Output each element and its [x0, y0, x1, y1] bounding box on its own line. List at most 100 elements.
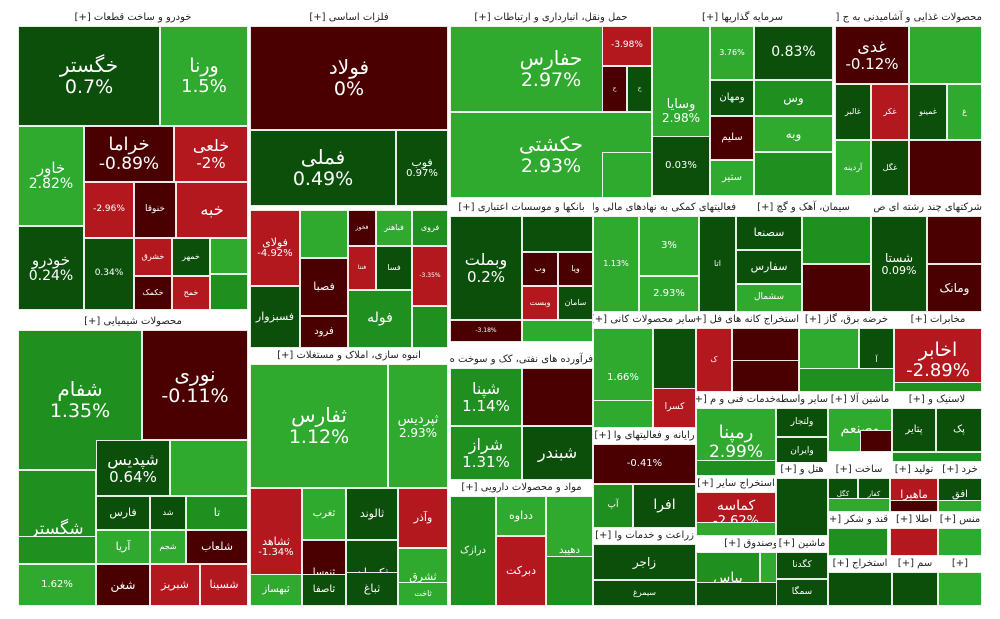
stock-tile[interactable]: فنتا	[348, 246, 376, 290]
stock-tile[interactable]: خکمک	[134, 276, 172, 310]
stock-tile[interactable]: خلعی -2%	[174, 126, 248, 182]
sector-header[interactable]: سرمایه گذاریها [+]	[652, 10, 833, 27]
stock-tile[interactable]: آردینه	[835, 140, 871, 196]
stock-tile[interactable]	[18, 536, 96, 564]
stock-tile[interactable]	[890, 528, 938, 556]
sector-header[interactable]: رایانه و فعالیتهای وا [+]	[593, 428, 696, 445]
stock-tile[interactable]: خودرو 0.24%	[18, 226, 84, 310]
stock-tile[interactable]	[546, 556, 593, 606]
stock-tile[interactable]: فصبا	[300, 258, 348, 316]
stock-tile[interactable]	[890, 500, 938, 512]
stock-tile[interactable]: خشرق	[134, 238, 172, 276]
stock-tile[interactable]: شجم	[150, 530, 186, 564]
stock-tile[interactable]: -3.18%	[450, 320, 522, 342]
sector-header[interactable]: بانکها و موسسات اعتباری [+]	[450, 200, 593, 217]
stock-tile[interactable]: غالبر	[835, 84, 871, 140]
stock-tile[interactable]	[602, 152, 652, 198]
stock-tile[interactable]: وبست	[522, 286, 558, 320]
stock-tile[interactable]: سمگا	[776, 579, 828, 606]
stock-tile[interactable]: 3%	[639, 216, 699, 276]
stock-tile[interactable]: فرود	[300, 316, 348, 348]
sector-header[interactable]: [+]	[938, 556, 982, 573]
stock-tile[interactable]	[909, 26, 982, 84]
stock-tile[interactable]: ثبهساز	[250, 574, 302, 606]
stock-tile[interactable]: شبریز	[150, 564, 200, 606]
stock-tile[interactable]: 2.93%	[639, 276, 699, 312]
sector-header[interactable]: استخراج [+]	[828, 556, 892, 573]
stock-tile[interactable]: ستیر	[710, 160, 754, 196]
stock-tile[interactable]	[210, 274, 248, 310]
stock-tile[interactable]: غدی -0.12%	[835, 26, 909, 84]
stock-tile[interactable]: غ	[947, 84, 982, 140]
stock-tile[interactable]: فسبزوار	[250, 286, 300, 348]
stock-tile[interactable]: شستا 0.09%	[871, 216, 927, 312]
stock-tile[interactable]: -3.98%	[602, 26, 652, 66]
sector-header[interactable]: سایر واسطه [+]	[776, 392, 828, 409]
stock-tile[interactable]: فملی 0.49%	[250, 130, 396, 206]
stock-tile[interactable]	[522, 320, 593, 342]
stock-tile[interactable]	[892, 452, 982, 462]
sector-header[interactable]: استخراج کانه های فل [+]	[696, 312, 799, 329]
stock-tile[interactable]: پک	[936, 408, 982, 452]
stock-tile[interactable]: شپنا 1.14%	[450, 368, 522, 426]
stock-tile[interactable]: سصنعا	[736, 216, 802, 250]
stock-tile[interactable]: -0.41%	[593, 444, 696, 484]
stock-tile[interactable]: ثباغ	[346, 572, 398, 606]
sector-header[interactable]: محصولات غذایی و آشامیدنی به ج [+]	[835, 10, 982, 27]
stock-tile[interactable]	[522, 216, 593, 252]
stock-tile[interactable]: فولاد 0%	[250, 26, 448, 130]
stock-tile[interactable]: شد	[150, 496, 186, 530]
stock-tile[interactable]: فولای -4.92%	[250, 210, 300, 286]
stock-tile[interactable]: فوله	[348, 290, 412, 348]
stock-tile[interactable]: شفام 1.35%	[18, 330, 142, 470]
stock-tile[interactable]: ح	[627, 66, 652, 112]
stock-tile[interactable]: شلعاب	[186, 530, 248, 564]
sector-header[interactable]: سم [+]	[892, 556, 938, 573]
stock-tile[interactable]: غکر	[871, 84, 909, 140]
stock-tile[interactable]: خاور 2.82%	[18, 126, 84, 226]
sector-header[interactable]: انبوه سازی، املاک و مستغلات [+]	[250, 348, 448, 365]
stock-tile[interactable]: دداوه	[496, 496, 546, 536]
stock-tile[interactable]: خنوقا	[134, 182, 176, 238]
stock-tile[interactable]: افرا	[633, 484, 696, 528]
sector-header[interactable]: خودرو و ساخت قطعات [+]	[18, 10, 248, 27]
stock-tile[interactable]: سشمال	[736, 284, 802, 312]
stock-tile[interactable]	[522, 368, 593, 426]
stock-tile[interactable]: غگل	[871, 140, 909, 196]
stock-tile[interactable]	[894, 382, 982, 392]
stock-tile[interactable]: وس	[754, 80, 833, 116]
stock-tile[interactable]	[802, 216, 871, 264]
stock-tile[interactable]: ثاخت	[398, 582, 448, 606]
sector-header[interactable]: ماشین [+]	[776, 536, 828, 553]
stock-tile[interactable]: ثپردیس 2.93%	[388, 364, 448, 488]
stock-tile[interactable]	[909, 140, 982, 196]
sector-header[interactable]: تولید [+]	[890, 462, 938, 479]
stock-tile[interactable]	[860, 430, 892, 452]
stock-tile[interactable]	[696, 460, 776, 476]
sector-header[interactable]: مواد و محصولات دارویی [+]	[450, 480, 593, 497]
stock-tile[interactable]: سفارس	[736, 250, 802, 284]
stock-tile[interactable]: ویا	[558, 252, 593, 286]
stock-tile[interactable]: خگستر 0.7%	[18, 26, 160, 126]
stock-tile[interactable]: تا	[186, 496, 248, 530]
stock-tile[interactable]	[828, 498, 890, 512]
stock-tile[interactable]	[799, 368, 894, 392]
stock-tile[interactable]: وبملت 0.2%	[450, 216, 522, 320]
stock-tile[interactable]: ح	[602, 66, 627, 112]
stock-tile[interactable]: ورنا 1.5%	[160, 26, 248, 126]
stock-tile[interactable]	[938, 500, 982, 512]
stock-tile[interactable]	[300, 210, 348, 258]
stock-tile[interactable]: -3.35%	[412, 246, 448, 306]
stock-tile[interactable]: ک	[696, 328, 732, 392]
stock-tile[interactable]: درازک	[450, 496, 496, 606]
stock-tile[interactable]: اتا	[699, 216, 736, 312]
stock-tile[interactable]	[776, 478, 828, 536]
stock-tile[interactable]	[828, 528, 888, 556]
stock-tile[interactable]: زاجر	[593, 544, 696, 580]
sector-header[interactable]: استخراج سایر [+]	[696, 476, 776, 493]
stock-tile[interactable]: 1.62%	[18, 564, 96, 606]
sector-header[interactable]: حمل ونقل، انبارداری و ارتباطات [+]	[450, 10, 652, 27]
sector-header[interactable]: خرد [+]	[938, 462, 982, 479]
stock-tile[interactable]: آپ	[593, 484, 633, 528]
stock-tile[interactable]: فوب 0.97%	[396, 130, 448, 206]
